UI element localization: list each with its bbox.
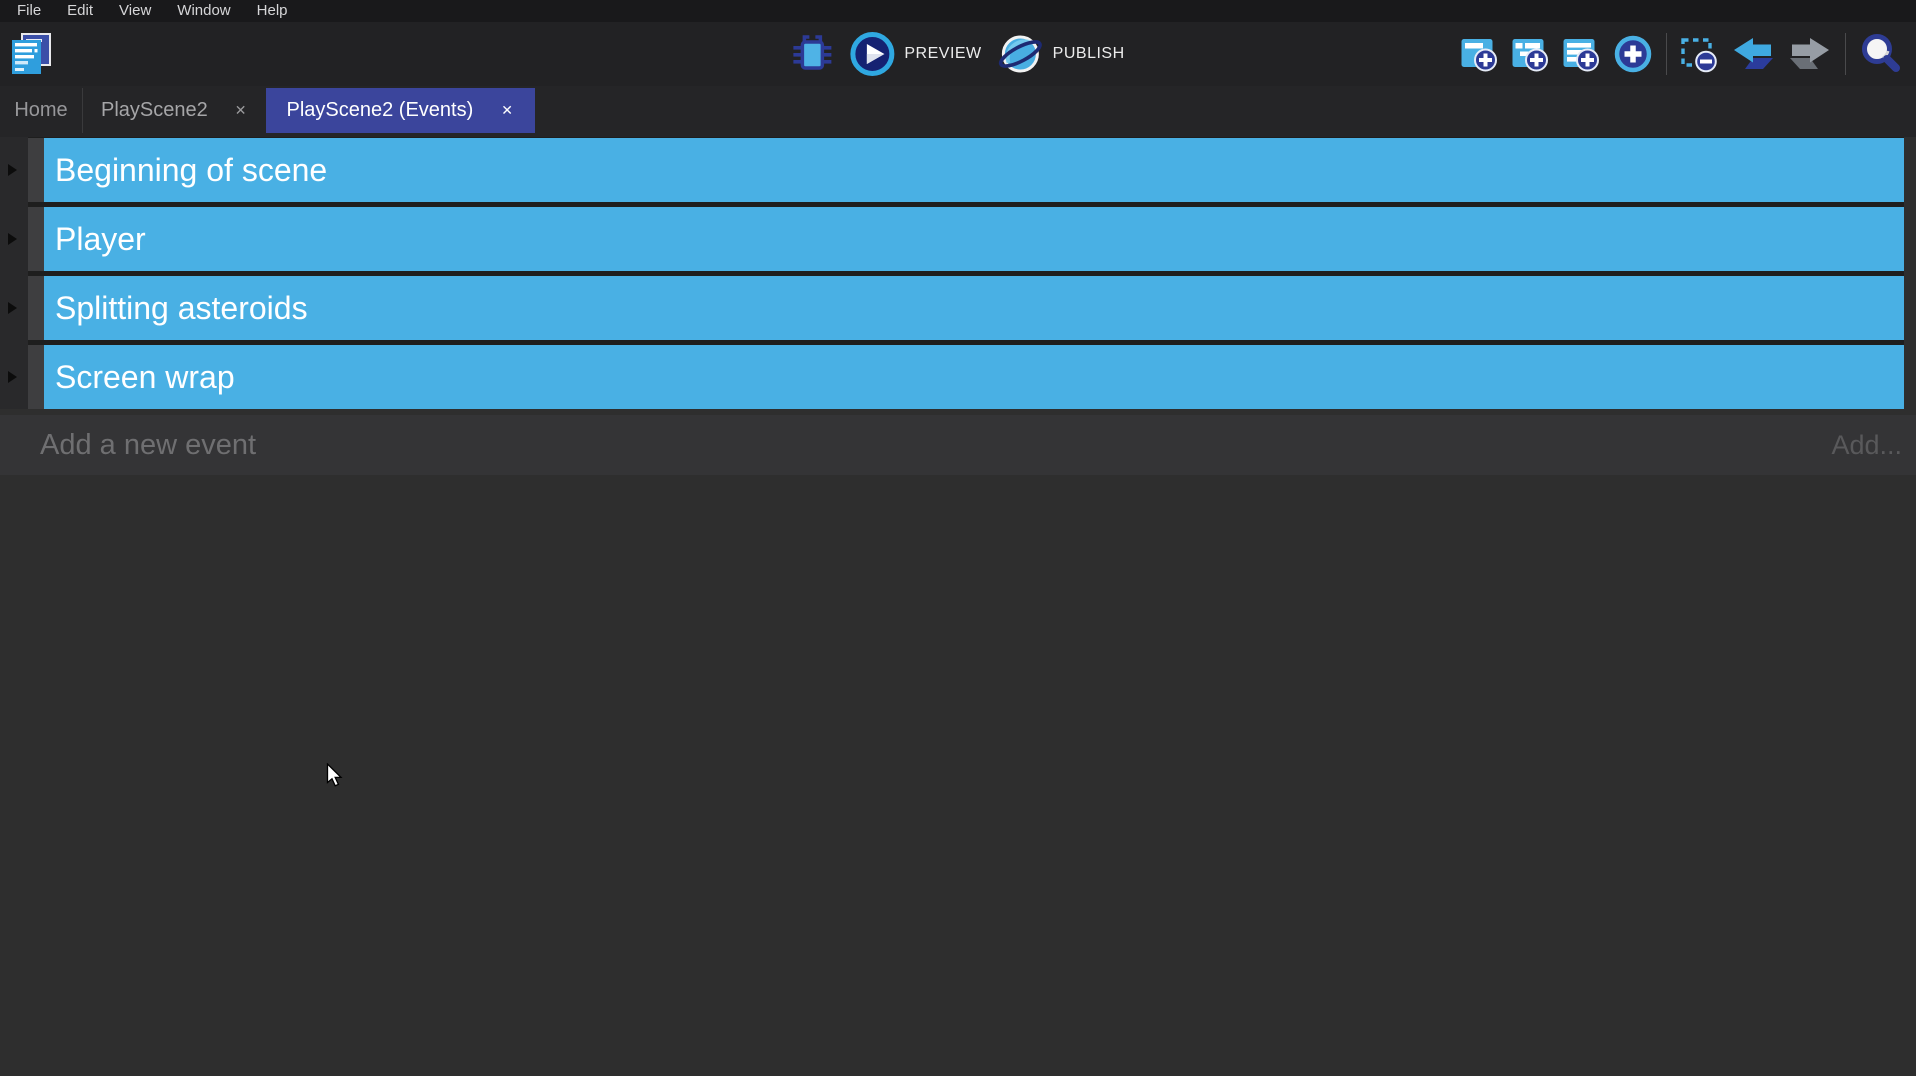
tab-playscene2-events[interactable]: PlayScene2 (Events) ✕ [266,88,535,133]
add-event-icon [1461,39,1497,72]
row-gutter [0,138,28,202]
row-right-margin [1904,276,1916,340]
publish-label: PUBLISH [1052,45,1125,62]
event-group-row: Beginning of scene [0,138,1916,202]
debugger-bug-icon [793,35,832,70]
collapse-arrow-icon[interactable] [8,371,17,383]
event-group-title: Splitting asteroids [55,289,308,326]
search-icon [1862,34,1900,72]
tab-playscene2[interactable]: PlayScene2 ✕ [83,88,266,133]
remove-selection-button[interactable] [1680,35,1718,73]
row-drag-strip[interactable] [28,138,44,202]
collapse-arrow-icon[interactable] [8,164,17,176]
close-icon[interactable]: ✕ [234,102,247,118]
row-gutter [0,345,28,409]
event-group-title: Screen wrap [55,358,235,395]
menu-window[interactable]: Window [177,2,231,19]
preview-label: PREVIEW [904,45,982,62]
row-drag-strip[interactable] [28,276,44,340]
publish-globe-icon [999,35,1043,73]
publish-button[interactable]: PUBLISH [998,31,1125,77]
collapse-arrow-icon[interactable] [8,302,17,314]
add-button[interactable]: Add... [1831,429,1902,460]
row-drag-strip[interactable] [28,207,44,271]
debugger-button[interactable] [791,33,833,75]
add-comment-icon [1563,39,1599,72]
preview-play-icon [850,32,895,76]
add-comment-button[interactable] [1562,35,1600,73]
undo-button[interactable] [1731,36,1775,72]
menu-view[interactable]: View [119,2,152,19]
event-group-row: Screen wrap [0,345,1916,409]
event-group-title: Beginning of scene [55,151,328,188]
menu-edit[interactable]: Edit [67,2,94,19]
toolbar-separator [1845,33,1846,75]
add-event-button[interactable] [1460,35,1498,73]
menu-file[interactable]: File [17,2,42,19]
event-group-bar[interactable]: Beginning of scene [44,138,1904,202]
row-gutter [0,207,28,271]
search-events-button[interactable] [1859,32,1903,76]
main-toolbar: PREVIEW PUBLISH [0,22,1916,86]
add-circle-icon [1614,35,1652,73]
tab-label: PlayScene2 [101,99,208,121]
mouse-cursor [326,763,343,787]
row-right-margin [1904,207,1916,271]
tab-home[interactable]: Home [0,88,82,133]
events-sheet: Beginning of scene Player Splitting aste… [0,137,1916,475]
event-group-title: Player [55,220,146,257]
redo-button[interactable] [1788,36,1832,72]
menu-bar: File Edit View Window Help [0,0,1916,22]
tab-label: Home [14,99,68,121]
toolbar-separator [1666,33,1667,75]
add-other-button[interactable] [1613,34,1653,74]
redo-icon [1790,38,1829,69]
add-subevent-icon [1512,39,1548,72]
tab-bar: Home PlayScene2 ✕ PlayScene2 (Events) ✕ [0,86,1916,137]
row-right-margin [1904,138,1916,202]
row-drag-strip[interactable] [28,345,44,409]
row-right-margin [1904,345,1916,409]
remove-selection-icon [1681,38,1717,73]
event-group-row: Player [0,207,1916,271]
project-manager-button[interactable] [8,31,54,77]
add-event-placeholder: Add a new event [40,428,257,461]
toolbar-right-group [1460,32,1903,76]
event-group-bar[interactable]: Splitting asteroids [44,276,1904,340]
row-gutter [0,276,28,340]
toolbar-center-group: PREVIEW PUBLISH [791,22,1124,86]
event-group-bar[interactable]: Player [44,207,1904,271]
event-group-list: Beginning of scene Player Splitting aste… [0,137,1916,409]
preview-button[interactable]: PREVIEW [849,31,981,77]
collapse-arrow-icon[interactable] [8,233,17,245]
project-manager-icon [12,33,51,74]
add-subevent-button[interactable] [1511,35,1549,73]
tab-divider [82,88,83,133]
tab-label: PlayScene2 (Events) [286,99,474,121]
menu-help[interactable]: Help [256,2,288,19]
add-event-row[interactable]: Add a new event Add... [0,415,1916,475]
close-icon[interactable]: ✕ [501,102,513,118]
event-group-bar[interactable]: Screen wrap [44,345,1904,409]
event-group-row: Splitting asteroids [0,276,1916,340]
undo-icon [1734,38,1773,69]
